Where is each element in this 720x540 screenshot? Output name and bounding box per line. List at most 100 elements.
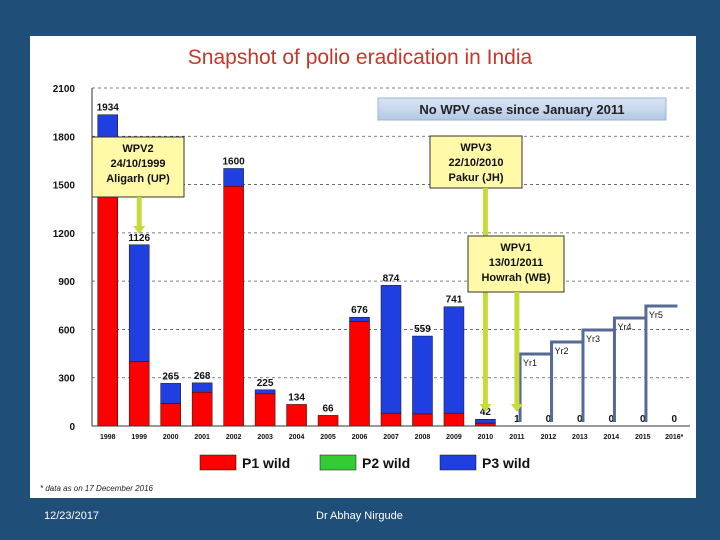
legend-swatch (319, 454, 357, 471)
annotation-box (429, 135, 523, 189)
legend-swatch (199, 454, 237, 471)
total-label: 0 (577, 414, 583, 425)
bar-segment (349, 321, 370, 427)
total-label: 0 (609, 414, 615, 425)
y-tick-label: 900 (58, 277, 75, 288)
x-tick-label: 2004 (289, 434, 305, 441)
y-tick-label: 600 (58, 325, 75, 336)
polio-chart: Snapshot of polio eradication in India 0… (40, 46, 690, 493)
legend-label: P3 wild (482, 455, 530, 471)
bar-segment (475, 418, 496, 424)
annotation-box (467, 235, 565, 293)
step-label: Yr4 (617, 322, 631, 332)
bar-segment (128, 361, 150, 427)
total-label: 0 (671, 414, 677, 425)
bar-segment (223, 185, 244, 427)
annotation-text: Aligarh (UP) (106, 173, 170, 185)
x-tick-label: 2003 (257, 434, 273, 441)
bar-segment (412, 413, 433, 427)
total-label: 874 (383, 273, 400, 284)
step-label: Yr3 (586, 334, 600, 344)
footer-author: Dr Abhay Nirgude (316, 510, 403, 522)
annotation-text: 24/10/1999 (110, 158, 165, 170)
step-line (550, 340, 583, 422)
x-tick-label: 1998 (100, 434, 116, 441)
x-tick-label: 2013 (572, 434, 588, 441)
x-tick-label: 2000 (163, 434, 179, 441)
y-tick-label: 300 (58, 374, 75, 385)
step-label: Yr2 (555, 346, 569, 356)
bar-segment (254, 389, 276, 395)
y-tick-label: 1800 (53, 132, 76, 143)
bar-segment (412, 335, 433, 415)
annotation-box (91, 136, 185, 198)
total-label: 1934 (97, 103, 120, 114)
total-label: 0 (640, 414, 646, 425)
x-tick-label: 2007 (383, 434, 399, 441)
y-tick-label: 0 (69, 422, 75, 433)
bar-segment (317, 415, 339, 427)
annotation-text: WPV1 (500, 242, 531, 254)
x-tick-label: 2008 (415, 434, 431, 441)
x-tick-label: 1999 (131, 434, 147, 441)
legend-label: P2 wild (362, 455, 410, 471)
bar-segment (380, 285, 402, 414)
total-label: 268 (194, 371, 211, 382)
bar-segment (191, 391, 213, 427)
annotation-text: Pakur (JH) (448, 172, 503, 184)
total-label: 134 (288, 392, 305, 403)
step-label: Yr5 (649, 310, 663, 320)
bar-segment (380, 412, 402, 427)
x-tick-label: 2016* (665, 434, 684, 441)
annotation-text: WPV2 (122, 143, 153, 155)
bar-segment (443, 306, 465, 414)
legend-label: P1 wild (242, 455, 290, 471)
total-label: 1 (514, 414, 520, 425)
total-label: 225 (257, 378, 274, 389)
footer-date: 12/23/2017 (44, 510, 100, 522)
total-label: 676 (351, 305, 368, 316)
total-label: 0 (546, 414, 552, 425)
step-line (612, 316, 646, 422)
bar-segment (349, 316, 370, 322)
bar-segment (160, 403, 181, 427)
annotation-arrowhead (133, 226, 146, 234)
total-label: 1600 (223, 156, 246, 167)
bar-segment (443, 412, 465, 427)
bar-segment (254, 393, 276, 427)
step-line (644, 304, 678, 422)
y-tick-label: 1500 (53, 181, 76, 192)
x-tick-label: 2014 (604, 434, 620, 441)
annotation-text: Howrah (WB) (481, 272, 550, 284)
footnote: * data as on 17 December 2016 (40, 484, 154, 493)
bar-segment (128, 244, 150, 362)
x-tick-label: 2009 (446, 434, 462, 441)
legend-swatch (439, 454, 477, 471)
step-label: Yr1 (523, 358, 537, 368)
y-tick-label: 1200 (53, 229, 76, 240)
total-label: 741 (446, 295, 463, 306)
x-tick-label: 2012 (541, 434, 557, 441)
total-label: 66 (322, 403, 334, 414)
annotation-text: 13/01/2011 (489, 257, 543, 269)
total-label: 559 (414, 324, 431, 335)
total-label: 265 (162, 371, 179, 382)
x-tick-label: 2001 (194, 434, 210, 441)
slide: Snapshot of polio eradication in India 0… (30, 36, 696, 498)
chart-title: Snapshot of polio eradication in India (188, 46, 533, 69)
annotation-text: 22/10/2010 (448, 157, 503, 169)
total-label: 1126 (128, 233, 150, 244)
x-tick-label: 2002 (226, 434, 242, 441)
x-tick-label: 2011 (509, 434, 524, 441)
step-line (518, 352, 552, 422)
x-tick-label: 2015 (635, 434, 651, 441)
bar-segment (191, 382, 213, 393)
x-tick-label: 2006 (352, 434, 368, 441)
banner-text: No WPV case since January 2011 (419, 102, 624, 117)
total-label: 42 (480, 407, 492, 418)
x-tick-label: 2005 (320, 434, 336, 441)
bar-segment (286, 404, 307, 427)
bar-segment (223, 168, 244, 187)
annotation-arrowhead (510, 404, 523, 412)
x-tick-label: 2010 (478, 434, 494, 441)
